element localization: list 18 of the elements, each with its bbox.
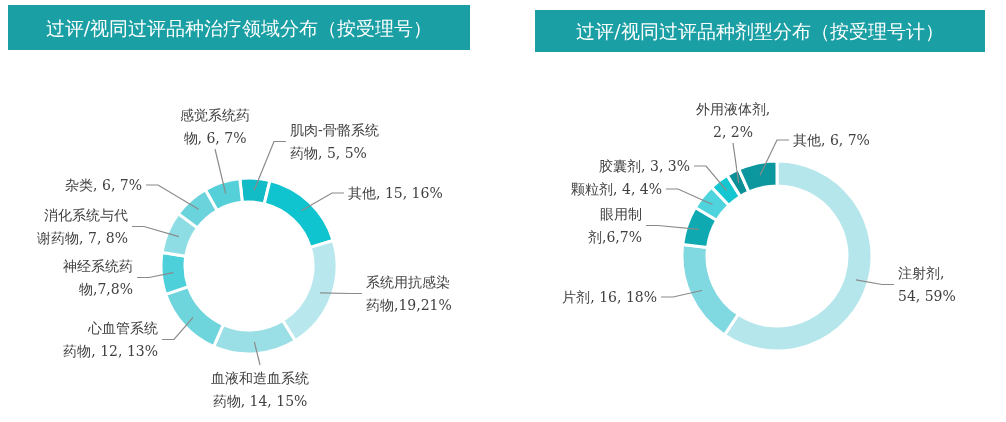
slice-label: 注射剂, 54, 59% [898, 265, 956, 304]
slice-label: 外用液体剂, 2, 2% [695, 101, 771, 140]
slice-label: 杂类, 6, 7% [65, 177, 142, 193]
slice-label: 系统用抗感染药物,19,21% [366, 274, 452, 313]
slice-label: 血液和造血系统药物, 14, 15% [211, 370, 309, 409]
chart-title: 过评/视同过评品种剂型分布（按受理号计） [576, 20, 944, 42]
slice-label: 其他, 6, 7% [793, 132, 870, 148]
slice-label: 神经系统药物,7,8% [63, 258, 133, 297]
slice-label: 眼用制剂,6,7% [587, 206, 642, 245]
slice-label: 肌肉-骨骼系统药物, 5, 5% [290, 122, 379, 161]
slice-label: 颗粒剂, 4, 4% [571, 181, 662, 197]
slice-label: 消化系统与代谢药物, 7, 8% [37, 207, 128, 246]
chart-title: 过评/视同过评品种治疗领域分布（按受理号） [45, 16, 433, 39]
slice-label: 片剂, 16, 18% [562, 289, 657, 305]
slice-label: 心血管系统药物, 12, 13% [63, 320, 158, 359]
slice-label: 感觉系统药物, 6, 7% [180, 107, 250, 146]
slice-label: 胶囊剂, 3, 3% [599, 158, 690, 174]
slice-label: 其他, 15, 16% [348, 185, 443, 201]
